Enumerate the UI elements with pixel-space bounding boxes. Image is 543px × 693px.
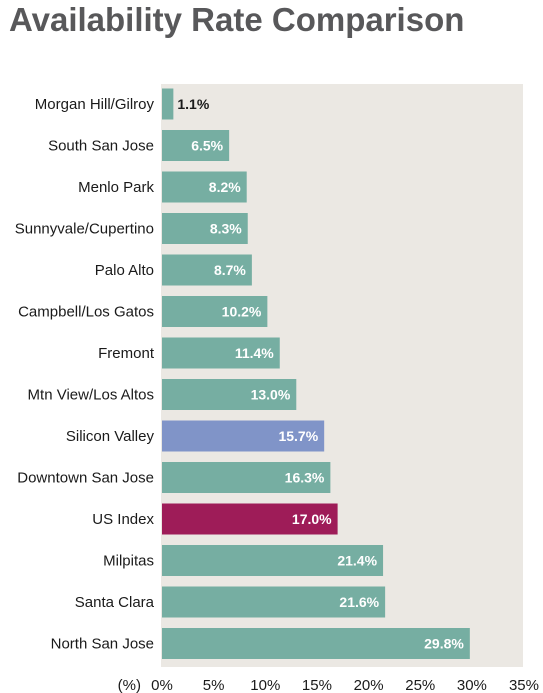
x-tick-label-10: 10%	[250, 677, 280, 693]
category-label-milpitas: Milpitas	[103, 553, 154, 570]
x-tick-label-35: 35%	[509, 677, 539, 693]
category-label-santa-clara: Santa Clara	[75, 594, 155, 611]
category-labels-group: Morgan Hill/Gilroy South San Jose Menlo Pa…	[15, 96, 155, 653]
category-label-downtown-san-jose: Downtown San Jose	[17, 470, 154, 487]
value-label-sunnyvale-cupertino: 8.3%	[210, 221, 242, 237]
x-tick-label-30: 30%	[457, 677, 487, 693]
bar-mtn-view-los-altos	[162, 379, 297, 410]
value-label-mtn-view-los-altos: 13.0%	[251, 387, 291, 403]
value-label-morgan-hill-gilroy: 1.1%	[177, 96, 209, 112]
value-label-fremont: 11.4%	[235, 345, 274, 361]
x-tick-label-25: 25%	[405, 677, 435, 693]
value-label-us-index: 17.0%	[292, 511, 332, 527]
x-tick-label-0: 0%	[151, 677, 173, 693]
category-label-sunnyvale-cupertino: Sunnyvale/Cupertino	[15, 221, 154, 238]
x-tick-label-5: 5%	[203, 677, 225, 693]
category-label-fremont: Fremont	[98, 345, 155, 362]
bars-group	[162, 88, 470, 659]
x-axis-ticks-group: (%) 0% 5% 10% 15% 20% 25% 30% 35%	[118, 677, 539, 693]
category-label-morgan-hill-gilroy: Morgan Hill/Gilroy	[35, 96, 155, 113]
value-label-north-san-jose: 29.8%	[424, 636, 464, 652]
category-label-palo-alto: Palo Alto	[95, 262, 154, 279]
bar-palo-alto	[162, 254, 252, 286]
bar-us-index	[162, 503, 338, 535]
chart-title: Availability Rate Comparison	[9, 1, 465, 38]
value-label-milpitas: 21.4%	[337, 553, 377, 569]
value-label-downtown-san-jose: 16.3%	[285, 470, 325, 486]
bar-morgan-hill-gilroy	[162, 88, 174, 120]
bar-silicon-valley	[162, 420, 325, 452]
category-label-campbell-los-gatos: Campbell/Los Gatos	[18, 304, 154, 321]
bar-downtown-san-jose	[162, 462, 331, 493]
x-tick-label-20: 20%	[354, 677, 384, 693]
bar-milpitas	[162, 545, 384, 576]
category-label-us-index: US Index	[92, 511, 154, 528]
category-label-menlo-park: Menlo Park	[78, 179, 154, 196]
category-label-silicon-valley: Silicon Valley	[66, 428, 155, 445]
bar-fremont	[162, 337, 280, 369]
plot-background	[161, 84, 523, 667]
category-label-south-san-jose: South San Jose	[48, 138, 154, 155]
bar-north-san-jose	[162, 628, 470, 659]
bar-santa-clara	[162, 586, 386, 618]
category-label-north-san-jose: North San Jose	[51, 636, 154, 653]
bar-south-san-jose	[162, 130, 230, 161]
bar-campbell-los-gatos	[162, 296, 268, 327]
value-label-santa-clara: 21.6%	[339, 594, 379, 610]
value-label-campbell-los-gatos: 10.2%	[222, 304, 262, 320]
value-labels-group: 1.1% 6.5% 8.2% 8.3% 8.7% 10.2% 11.4% 13.0% 15.7%…	[177, 96, 464, 652]
category-label-mtn-view-los-altos: Mtn View/Los Altos	[28, 387, 154, 404]
x-tick-label-15: 15%	[302, 677, 332, 693]
value-label-silicon-valley: 15.7%	[278, 428, 318, 444]
bar-sunnyvale-cupertino	[162, 213, 248, 244]
x-axis-unit-label: (%)	[118, 677, 141, 693]
bar-menlo-park	[162, 171, 247, 203]
value-label-menlo-park: 8.2%	[209, 179, 241, 195]
value-label-palo-alto: 8.7%	[214, 262, 246, 278]
value-label-south-san-jose: 6.5%	[191, 138, 223, 154]
